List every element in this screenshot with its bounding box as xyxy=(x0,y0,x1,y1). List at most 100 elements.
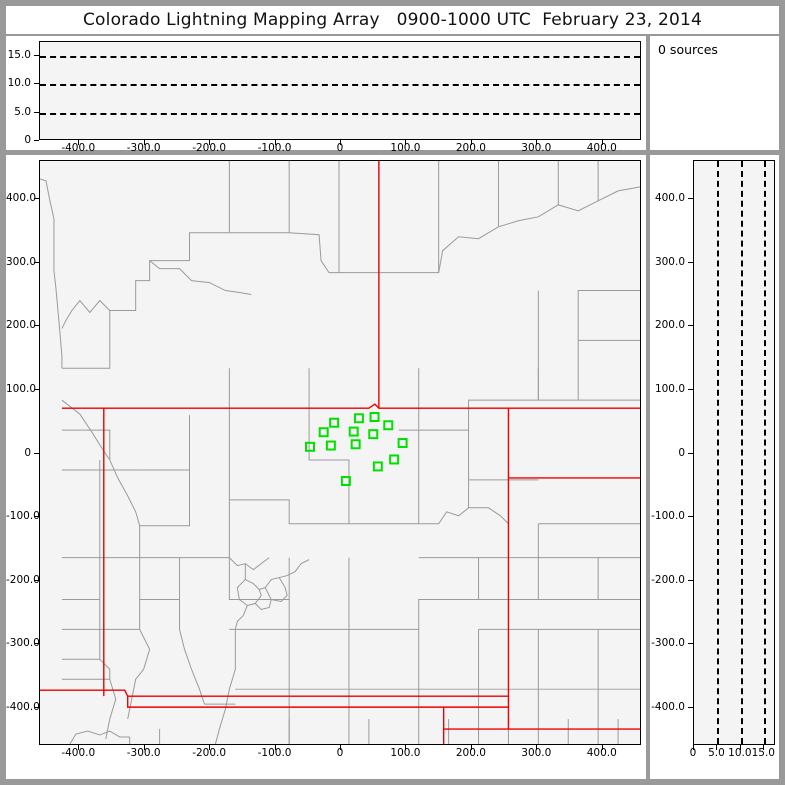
y-tick-mark xyxy=(34,111,39,113)
y-tick-label: -400.0 xyxy=(6,700,40,713)
x-tick-label: 400.0 xyxy=(586,142,617,154)
plot-area-altitude-vs-east[interactable] xyxy=(39,41,641,140)
lma-source-marker xyxy=(350,439,361,450)
x-tick-label: 200.0 xyxy=(455,142,486,154)
y-tick-mark xyxy=(688,388,693,390)
lma-source-marker xyxy=(329,417,340,428)
page-title: Colorado Lightning Mapping Array 0900-10… xyxy=(82,10,703,30)
x-tick-mark xyxy=(601,140,603,145)
x-tick-label: 0 xyxy=(336,747,344,759)
y-tick-mark xyxy=(688,706,693,708)
y-tick-mark xyxy=(34,261,39,263)
y-tick-label: 15.0 xyxy=(7,49,31,62)
panel-source-count: 0 sources xyxy=(650,36,779,150)
x-tick-mark xyxy=(763,745,765,750)
x-tick-mark xyxy=(209,745,211,750)
plot-area-altitude-vs-north[interactable] xyxy=(693,160,775,745)
status-sources-count: 0 sources xyxy=(658,42,718,57)
x-tick-mark xyxy=(209,140,211,145)
state-boundaries xyxy=(40,161,640,744)
x-tick-mark xyxy=(470,140,472,145)
panel-altitude-vs-east: 0 5.0 10.0 15.0 -400.0 -300.0 -200.0 -100.0 0 100… xyxy=(6,36,646,154)
panel-plan-view-map: -400.0 -300.0 -200.0 -100.0 0 100.0 200.0 300.0… xyxy=(6,155,646,779)
x-tick-mark xyxy=(340,140,341,145)
y-tick-mark xyxy=(34,579,39,581)
y-tick-mark xyxy=(34,643,39,645)
x-tick-mark xyxy=(536,745,538,750)
x-tick-label: -400.0 xyxy=(61,747,96,759)
x-tick-mark xyxy=(739,745,741,750)
y-tick-label: -100.0 xyxy=(651,510,685,523)
x-tick-label: -200.0 xyxy=(192,747,227,759)
y-tick-label: 100.0 xyxy=(6,382,37,395)
lmn-source-markers xyxy=(305,412,408,486)
lma-source-marker xyxy=(305,441,315,452)
x-tick-label: 400.0 xyxy=(586,747,617,759)
y-tick-mark xyxy=(688,198,693,200)
y-tick-mark xyxy=(688,452,693,454)
x-tick-label: 0 xyxy=(689,747,697,759)
x-tick-mark xyxy=(143,745,145,750)
x-tick-label: 300.0 xyxy=(521,142,552,154)
map-graphic xyxy=(40,161,640,744)
x-tick-label: 100.0 xyxy=(390,142,421,154)
lma-source-marker xyxy=(368,429,379,440)
plot-area-map[interactable] xyxy=(39,160,641,745)
y-tick-label: 300.0 xyxy=(654,255,685,268)
y-tick-mark xyxy=(34,140,39,141)
gridline-vertical xyxy=(717,161,720,744)
y-tick-label: 0 xyxy=(24,446,31,459)
x-tick-label: 10.0 xyxy=(728,747,752,759)
lma-source-marker xyxy=(318,427,329,438)
lma-source-marker xyxy=(372,461,383,472)
y-tick-mark xyxy=(34,452,39,454)
x-tick-label: -300.0 xyxy=(126,747,161,759)
gridline-horizontal xyxy=(40,112,640,115)
lma-source-marker xyxy=(325,440,336,451)
x-tick-mark xyxy=(405,745,407,750)
gridline-vertical xyxy=(740,161,743,744)
y-tick-label: 300.0 xyxy=(6,255,37,268)
y-tick-label: 5.0 xyxy=(14,105,31,118)
x-tick-label: 300.0 xyxy=(521,747,552,759)
x-tick-label: -300.0 xyxy=(126,142,161,154)
lma-source-marker xyxy=(369,412,380,422)
y-tick-label: -300.0 xyxy=(6,637,40,650)
x-tick-mark xyxy=(536,140,538,145)
x-tick-label: 100.0 xyxy=(390,747,421,759)
y-tick-label: -100.0 xyxy=(6,510,40,523)
y-tick-label: 0 xyxy=(24,134,31,146)
lma-source-marker xyxy=(353,413,364,424)
x-tick-label: 5.0 xyxy=(708,747,725,759)
y-tick-mark xyxy=(34,516,39,518)
y-tick-label: -300.0 xyxy=(651,637,685,650)
x-tick-label: 15.0 xyxy=(751,747,775,759)
y-tick-label: 200.0 xyxy=(654,319,685,332)
lma-source-marker xyxy=(383,420,394,431)
x-tick-mark xyxy=(693,745,694,750)
y-tick-mark xyxy=(688,643,693,645)
x-tick-label: -200.0 xyxy=(192,142,227,154)
x-tick-label: 200.0 xyxy=(455,747,486,759)
x-tick-label: -100.0 xyxy=(257,747,292,759)
y-tick-label: 10.0 xyxy=(7,77,31,90)
lma-source-marker xyxy=(348,426,359,437)
gridline-horizontal xyxy=(40,84,640,87)
y-tick-label: 400.0 xyxy=(654,192,685,205)
title-bar: Colorado Lightning Mapping Array 0900-10… xyxy=(6,6,779,34)
y-tick-mark xyxy=(688,516,693,518)
x-tick-mark xyxy=(405,140,407,145)
x-tick-mark xyxy=(274,140,276,145)
y-tick-label: 0 xyxy=(678,446,685,459)
x-tick-mark xyxy=(78,745,80,750)
y-tick-label: 100.0 xyxy=(654,382,685,395)
y-tick-mark xyxy=(688,261,693,263)
gridline-horizontal xyxy=(40,56,640,59)
y-tick-mark xyxy=(34,388,39,390)
gridline-vertical xyxy=(764,161,767,744)
lma-source-marker xyxy=(389,454,400,465)
y-tick-mark xyxy=(34,198,39,200)
x-tick-mark xyxy=(143,140,145,145)
y-tick-label: -400.0 xyxy=(651,700,685,713)
